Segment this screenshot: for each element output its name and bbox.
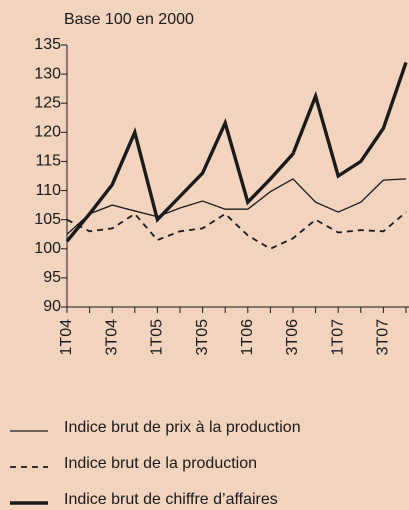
y-tick-label: 100 [34, 240, 61, 257]
x-tick-label: 3T04 [103, 319, 120, 356]
line-series [66, 178, 407, 235]
y-tick-label: 120 [34, 124, 61, 141]
x-tick-label: 3T05 [194, 319, 211, 356]
y-tick-label: 135 [34, 36, 61, 53]
y-tick-label: 125 [34, 94, 61, 111]
x-tick-label: 3T06 [284, 319, 301, 356]
y-tick-label: 95 [43, 269, 61, 286]
y-tick-label: 90 [43, 298, 61, 315]
legend-label: Indice brut de prix à la production [64, 419, 301, 436]
x-tick-label: 3T07 [375, 319, 392, 356]
x-tick-label: 1T05 [149, 319, 166, 356]
legend-label: Indice brut de chiffre d’affaires [64, 491, 278, 508]
x-tick-label: 1T07 [329, 319, 346, 356]
line-series [65, 61, 408, 243]
y-tick-label: 130 [34, 65, 61, 82]
y-tick-label: 115 [35, 153, 61, 170]
x-tick-label: 1T06 [239, 319, 256, 356]
chart-title: Base 100 en 2000 [64, 11, 194, 28]
y-tick-label: 105 [34, 211, 61, 228]
x-tick-label: 1T04 [58, 319, 75, 356]
y-tick-label: 110 [35, 182, 61, 199]
line-series [66, 211, 407, 250]
legend-label: Indice brut de la production [64, 455, 257, 472]
